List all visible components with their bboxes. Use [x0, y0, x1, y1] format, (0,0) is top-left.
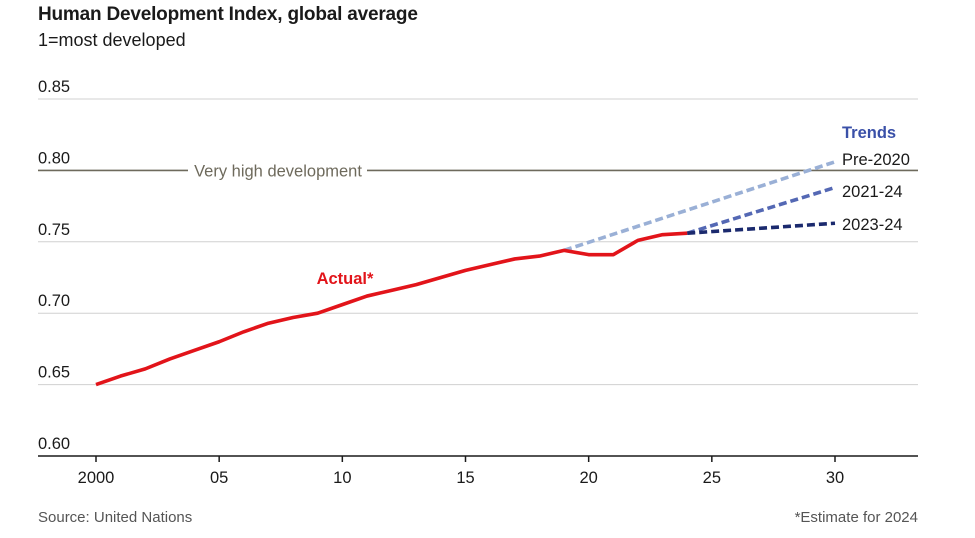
y-tick-label: 0.75: [38, 221, 70, 239]
y-tick-label: 0.85: [38, 78, 70, 96]
reference-line-label: Very high development: [194, 162, 362, 180]
actual-series-line: [95, 231, 688, 387]
actual-series-label: Actual*: [317, 270, 374, 288]
axis-layer: 2000 05 10 15 20 25 30: [38, 455, 918, 487]
estimate-footnote: *Estimate for 2024: [794, 509, 918, 526]
trend-label-2021-24: 2021-24: [842, 183, 903, 201]
y-tick-label: 0.80: [38, 149, 70, 167]
trends-legend-title: Trends: [842, 124, 896, 142]
trend-line-pre-2020: [563, 160, 836, 253]
y-tick-label: 0.60: [38, 435, 70, 453]
trend-label-2023-24: 2023-24: [842, 216, 903, 234]
x-tick-label: 2000: [78, 469, 115, 487]
grid-layer: 0.60 0.65 0.70 0.75 0.80 0.85: [38, 78, 918, 453]
trend-line-2023-24: [687, 221, 836, 236]
chart-subtitle: 1=most developed: [38, 30, 186, 50]
x-tick-label: 15: [456, 469, 474, 487]
x-tick-label: 30: [826, 469, 844, 487]
y-tick-label: 0.70: [38, 292, 70, 310]
x-tick-label: 25: [703, 469, 721, 487]
x-tick-label: 05: [210, 469, 228, 487]
trend-line-2021-24: [686, 185, 836, 235]
trend-label-pre-2020: Pre-2020: [842, 151, 910, 169]
x-tick-label: 20: [579, 469, 597, 487]
series-layer: [95, 160, 836, 387]
y-tick-label: 0.65: [38, 364, 70, 382]
chart-title: Human Development Index, global average: [38, 4, 418, 25]
reference-layer: Very high development: [38, 162, 918, 180]
source-note: Source: United Nations: [38, 509, 193, 526]
label-layer: Actual* Trends Pre-2020 2021-24 2023-24: [317, 124, 910, 288]
x-tick-label: 10: [333, 469, 351, 487]
